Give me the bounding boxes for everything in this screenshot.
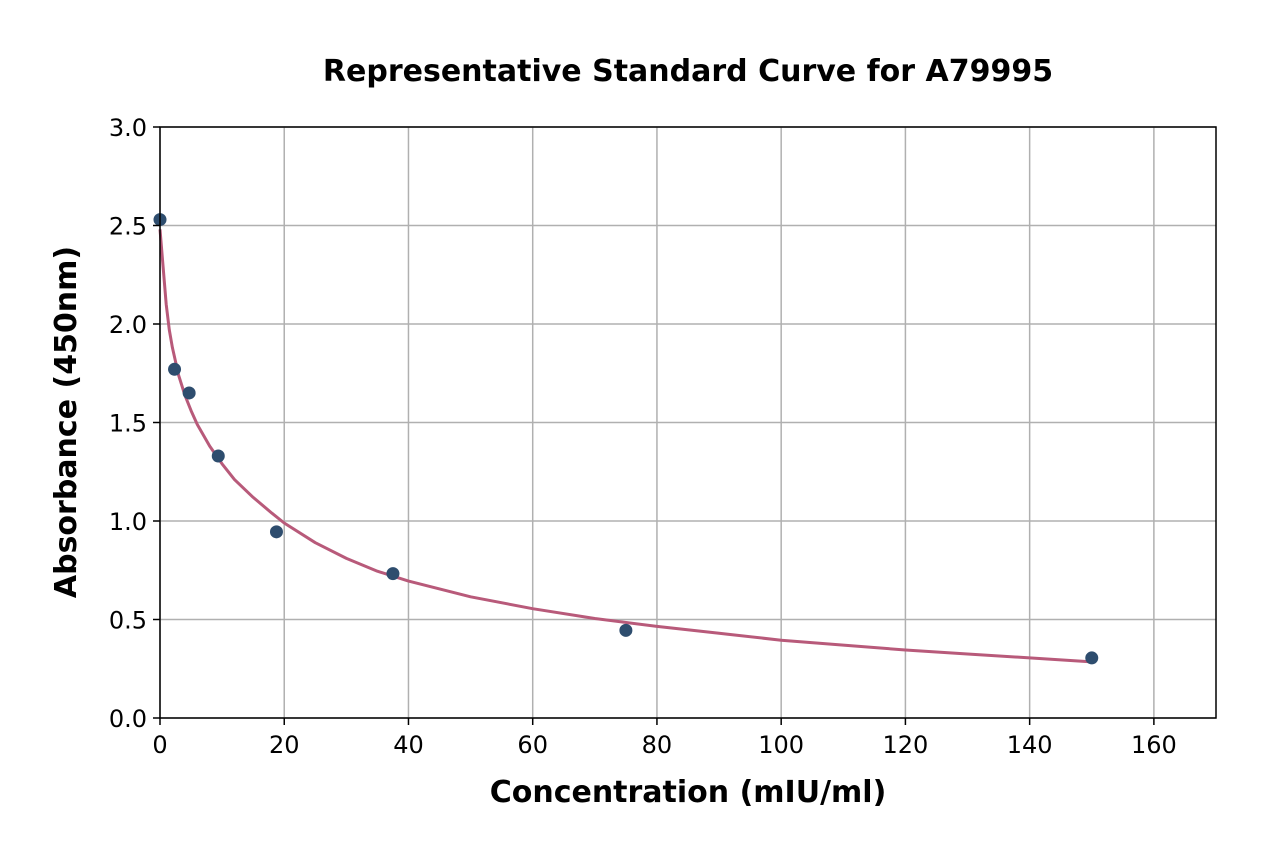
chart-title: Representative Standard Curve for A79995 [323,54,1053,89]
data-point [1085,651,1099,665]
fit-curve-layer [158,229,1092,664]
x-tick-label: 0 [152,731,167,759]
data-point [386,567,400,581]
x-axis-ticks: 0 20 40 60 80 100 120 140 160 [152,718,1177,759]
x-tick-label: 60 [517,731,548,759]
x-tick-label: 140 [1007,731,1053,759]
y-axis-label: Absorbance (450nm) [49,246,84,598]
y-tick-label: 1.5 [109,410,147,438]
y-tick-label: 1.0 [109,508,147,536]
data-point [211,449,225,463]
x-tick-label: 120 [883,731,929,759]
y-tick-label: 3.0 [109,114,147,142]
data-point [269,525,283,539]
x-tick-label: 100 [758,731,804,759]
y-tick-label: 2.5 [109,213,147,241]
data-point [168,362,182,376]
x-tick-label: 20 [269,731,300,759]
y-tick-label: 0.5 [109,607,147,635]
x-tick-label: 80 [642,731,673,759]
data-point [182,386,196,400]
fit-curve-line [158,229,1092,664]
y-tick-label: 0.0 [109,705,147,733]
y-tick-label: 2.0 [109,311,147,339]
x-axis-label: Concentration (mIU/ml) [490,775,887,810]
data-point [619,623,633,637]
y-axis-ticks: 0.0 0.5 1.0 1.5 2.0 2.5 3.0 [109,114,160,733]
x-tick-label: 40 [393,731,424,759]
x-tick-label: 160 [1131,731,1177,759]
